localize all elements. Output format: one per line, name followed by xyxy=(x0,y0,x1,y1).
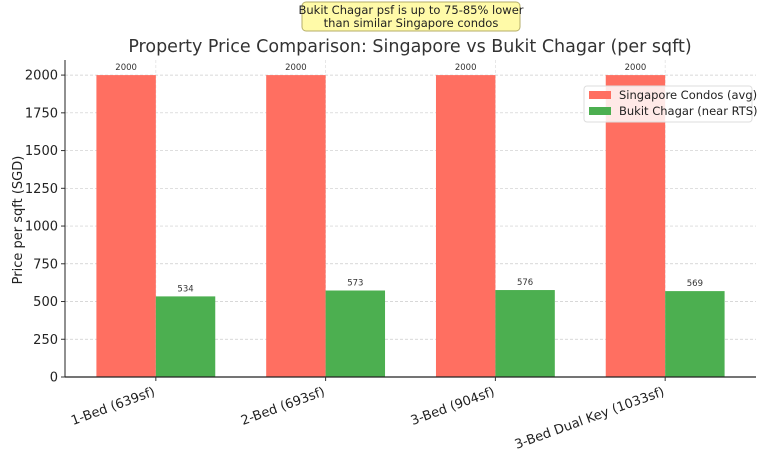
x-tick-label: 1-Bed (639sf) xyxy=(69,385,157,429)
bar-singapore xyxy=(435,75,496,377)
legend-swatch xyxy=(589,107,611,115)
y-tick-label: 1500 xyxy=(25,144,58,159)
annotation-line: than similar Singapore condos xyxy=(324,16,499,30)
x-tick-label: 3-Bed Dual Key (1033sf) xyxy=(513,385,667,453)
chart-title: Property Price Comparison: Singapore vs … xyxy=(128,37,691,57)
y-tick-label: 750 xyxy=(33,257,58,272)
legend-swatch xyxy=(589,91,611,99)
y-tick-label: 1750 xyxy=(25,106,58,121)
x-axis: 1-Bed (639sf) 2-Bed (693sf) 3-Bed (904sf) 3… xyxy=(65,376,756,453)
data-label: 2000 xyxy=(455,63,477,73)
annotation: Bukit Chagar psf is up to 75-85% lower th… xyxy=(298,1,524,32)
data-label: 573 xyxy=(347,279,363,289)
bar-bukit-chagar xyxy=(155,296,216,377)
y-tick-label: 2000 xyxy=(25,69,58,84)
x-tick-label: 2-Bed (693sf) xyxy=(239,385,327,429)
data-label: 569 xyxy=(687,279,703,289)
data-label: 576 xyxy=(517,278,533,288)
y-tick-label: 1000 xyxy=(25,220,58,235)
x-tick-label: 3-Bed (904sf) xyxy=(409,385,497,429)
y-tick-label: 1250 xyxy=(25,182,58,197)
legend: Singapore Condos (avg) Bukit Chagar (near… xyxy=(583,85,758,123)
bar-singapore xyxy=(266,75,326,377)
y-axis-label: Price per sqft (SGD) xyxy=(11,156,26,285)
bar-bukit-chagar xyxy=(665,291,725,377)
bars xyxy=(96,75,725,377)
bar-bukit-chagar xyxy=(495,290,555,377)
bar-bukit-chagar xyxy=(325,290,386,377)
legend-frame xyxy=(583,85,753,123)
data-label: 534 xyxy=(177,284,193,294)
y-tick-label: 250 xyxy=(33,333,58,348)
data-label: 2000 xyxy=(285,63,307,73)
y-axis: 0 250 500 750 1000 1250 1500 1750 2000 xyxy=(25,60,66,386)
data-label: 2000 xyxy=(115,63,137,73)
bar-singapore xyxy=(96,75,156,377)
annotation-text: Bukit Chagar psf is up to 75-85% lower th… xyxy=(298,3,523,30)
data-label: 2000 xyxy=(625,63,647,73)
bar-singapore xyxy=(605,75,666,377)
y-tick-label: 500 xyxy=(33,295,58,310)
legend-label: Bukit Chagar (near RTS) xyxy=(619,104,758,118)
annotation-line: Bukit Chagar psf is up to 75-85% lower xyxy=(298,3,523,17)
legend-label: Singapore Condos (avg) xyxy=(619,88,757,102)
y-tick-label: 0 xyxy=(50,371,58,386)
data-labels: 2000 2000 2000 2000 534 573 576 569 xyxy=(115,63,703,294)
